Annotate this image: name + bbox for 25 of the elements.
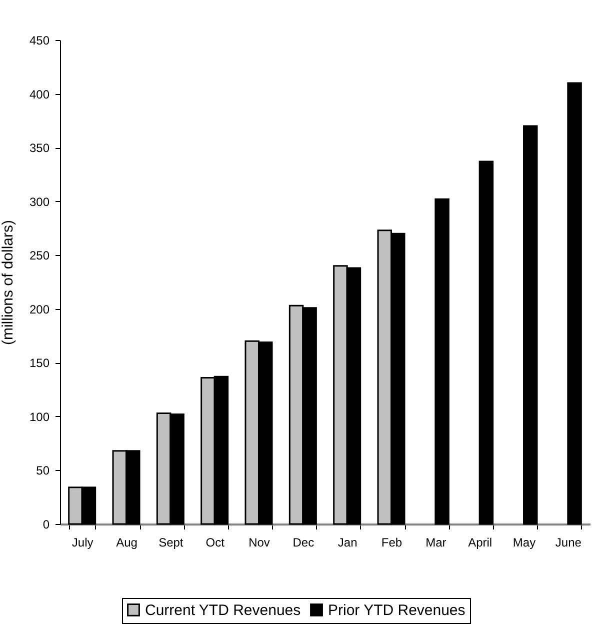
x-tick-label: Feb <box>381 536 402 550</box>
y-tick-label: 250 <box>29 248 50 263</box>
y-axis-title: (millions of dollars) <box>0 220 16 346</box>
x-tick-label: May <box>512 536 536 550</box>
legend-label: Current YTD Revenues <box>145 602 301 619</box>
x-tick-label: Jan <box>338 536 358 550</box>
x-tick-label: Mar <box>426 536 446 550</box>
x-tick-label: Oct <box>206 536 226 550</box>
x-tick-label: Aug <box>116 536 138 550</box>
y-tick-label: 300 <box>29 194 50 209</box>
y-tick-label: 100 <box>29 410 50 424</box>
x-tick-label: June <box>555 536 582 550</box>
y-tick-label: 150 <box>29 356 50 370</box>
y-tick-label: 0 <box>42 518 50 532</box>
x-tick-label: July <box>72 536 94 550</box>
y-tick-label: 450 <box>29 34 50 48</box>
x-tick-label: Sept <box>158 536 184 550</box>
y-tick-label: 350 <box>29 141 50 156</box>
legend-label: Prior YTD Revenues <box>328 602 466 619</box>
y-tick-label: 400 <box>29 87 50 102</box>
y-tick-label: 50 <box>36 464 50 478</box>
y-tick-label: 200 <box>29 302 50 316</box>
x-tick-label: Nov <box>248 536 270 550</box>
x-tick-label: April <box>468 536 492 550</box>
x-tick-label: Dec <box>292 536 314 550</box>
